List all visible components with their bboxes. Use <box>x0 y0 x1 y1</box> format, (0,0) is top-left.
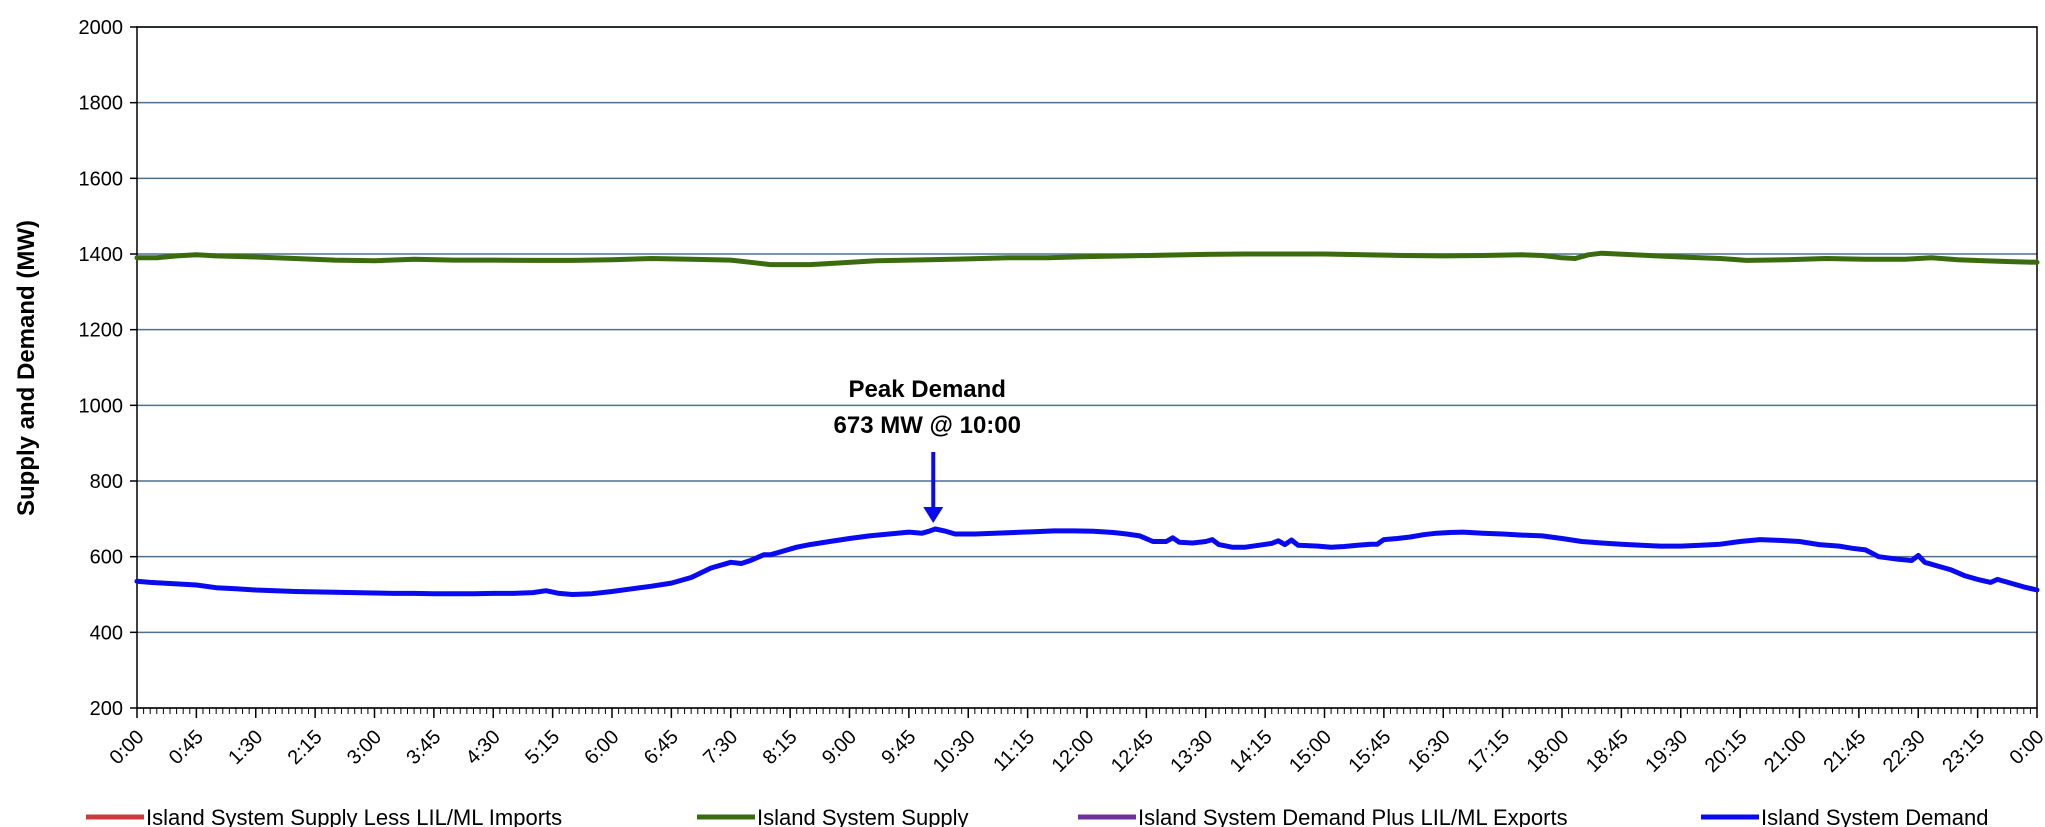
x-tick-label: 20:15 <box>1701 726 1752 777</box>
x-tick-label: 17:15 <box>1463 726 1514 777</box>
y-tick-label: 200 <box>90 698 123 720</box>
y-tick-label: 1000 <box>79 395 124 417</box>
gridlines <box>137 26 2037 709</box>
x-tick-label: 0:45 <box>165 726 208 769</box>
x-tick-label: 3:45 <box>402 726 445 769</box>
x-tick-label: 23:15 <box>1938 726 1989 777</box>
series-layer <box>134 250 2040 597</box>
x-tick-label: 21:00 <box>1760 726 1811 777</box>
legend: Island System Supply Less LIL/ML Imports… <box>86 805 1988 827</box>
y-tick-label: 800 <box>90 471 123 493</box>
y-tick-label: 2000 <box>79 17 124 39</box>
y-tick-label: 1800 <box>79 93 124 115</box>
annotation-layer: Peak Demand 673 MW @ 10:00 <box>834 376 1021 524</box>
y-tick-label: 1200 <box>79 320 124 342</box>
legend-label: Island System Demand Plus LIL/ML Exports <box>1138 805 1568 827</box>
x-tick-label: 22:30 <box>1879 726 1930 777</box>
x-tick-label: 11:15 <box>989 726 1039 776</box>
x-tick-label: 6:45 <box>640 726 683 769</box>
y-tick-label: 400 <box>90 622 123 644</box>
x-tick-label: 9:00 <box>818 726 861 769</box>
legend-label: Island System Supply Less LIL/ML Imports <box>146 805 562 827</box>
peak-arrow-head <box>923 507 944 524</box>
x-tick-label: 7:30 <box>699 726 742 769</box>
peak-annotation-line-1: Peak Demand <box>849 376 1006 403</box>
x-tick-label: 3:00 <box>343 726 386 769</box>
x-tick-label: 1:30 <box>224 726 267 769</box>
x-tick-label: 18:00 <box>1523 726 1574 777</box>
x-tick-label: 2:15 <box>284 726 327 769</box>
x-tick-label: 9:45 <box>877 726 920 769</box>
series-line-island-system-supply <box>134 250 2040 268</box>
x-tick-label: 4:30 <box>462 726 505 769</box>
x-tick-label: 6:00 <box>580 726 623 769</box>
x-tick-label: 16:30 <box>1404 726 1455 777</box>
y-tick-label: 600 <box>90 547 123 569</box>
legend-label: Island System Demand <box>1761 805 1988 827</box>
x-axis-ticks: 0:00 0:45 1:30 2:15 3:00 3:45 4:30 5:15 6:00 6:45… <box>105 708 2045 777</box>
x-tick-label: 18:45 <box>1582 726 1633 777</box>
y-axis-title: Supply and Demand (MW) <box>13 220 40 516</box>
y-axis-ticks: 200 400 600 800 1000 1200 1400 1600 1800 2000 <box>79 17 137 720</box>
x-tick-label: 15:00 <box>1285 726 1336 777</box>
x-tick-label: 19:30 <box>1641 726 1692 777</box>
y-tick-label: 1400 <box>79 244 124 266</box>
x-tick-label: 5:15 <box>521 726 564 769</box>
series-line-island-system-demand <box>134 526 2040 597</box>
x-tick-label: 0:00 <box>105 726 148 769</box>
x-tick-label: 0:00 <box>2005 726 2045 769</box>
x-tick-label: 13:30 <box>1166 726 1217 777</box>
x-tick-label: 8:15 <box>759 726 802 769</box>
y-tick-label: 1600 <box>79 168 124 190</box>
x-tick-label: 21:45 <box>1819 726 1870 777</box>
x-tick-label: 15:45 <box>1344 726 1395 777</box>
plot-frame <box>136 26 2038 709</box>
x-tick-label: 12:00 <box>1048 726 1099 777</box>
peak-annotation-line-2: 673 MW @ 10:00 <box>834 412 1021 439</box>
x-tick-label: 12:45 <box>1107 726 1158 777</box>
plot-area-border <box>136 26 2038 709</box>
x-tick-label: 10:30 <box>929 726 980 777</box>
legend-label: Island System Supply <box>757 805 969 827</box>
x-tick-label: 14:15 <box>1226 726 1277 777</box>
